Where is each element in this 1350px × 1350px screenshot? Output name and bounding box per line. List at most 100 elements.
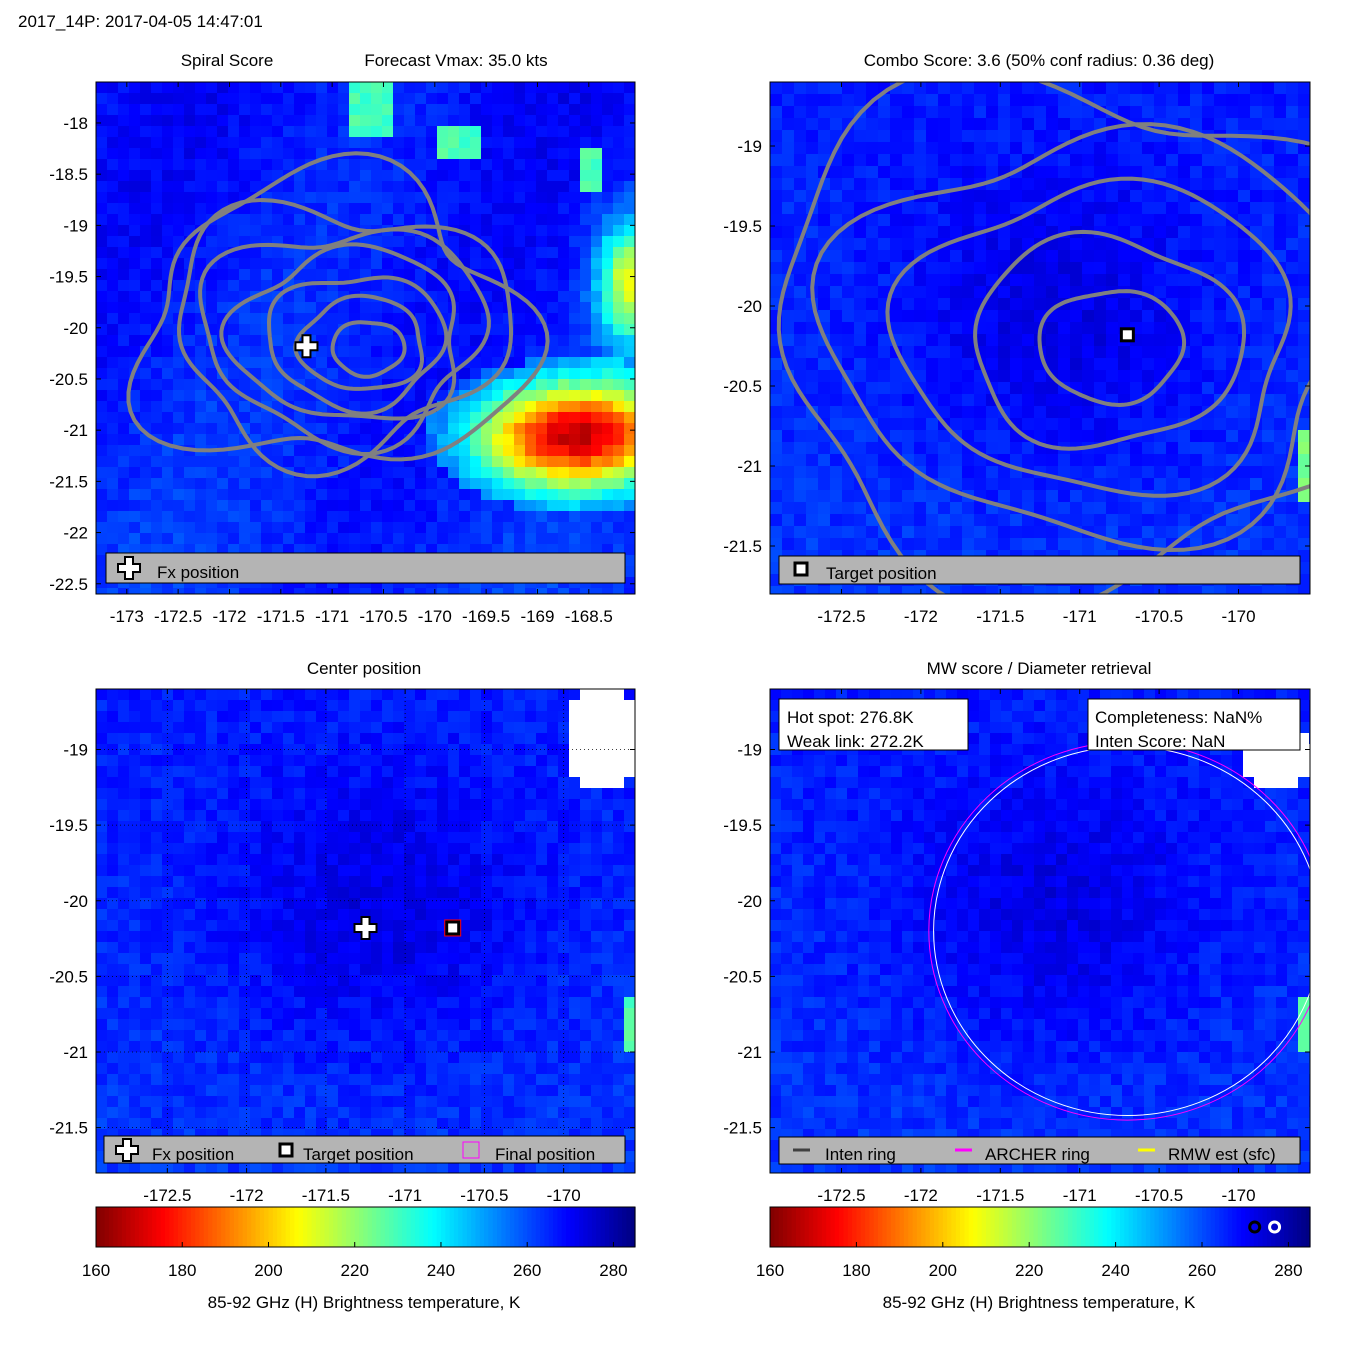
- heatmap-cell: [162, 357, 174, 369]
- heatmap-cell: [129, 478, 141, 490]
- heatmap-cell: [1142, 106, 1155, 119]
- heatmap-cell: [1082, 238, 1095, 251]
- heatmap-cell: [382, 148, 394, 160]
- heatmap-cell: [1274, 370, 1287, 383]
- heatmap-cell: [250, 104, 262, 116]
- spiral-yticks: -18-18.5-19-19.5-20-20.5-21-21.5-22-22.5: [49, 114, 635, 594]
- heatmap-cell: [492, 137, 504, 149]
- heatmap-cell: [624, 104, 635, 116]
- heatmap-cell: [950, 142, 963, 155]
- heatmap-cell: [525, 445, 537, 457]
- heatmap-cell: [591, 203, 603, 215]
- heatmap-cell: [1178, 454, 1191, 467]
- heatmap-cell: [382, 313, 394, 325]
- heatmap-cell: [536, 799, 548, 811]
- heatmap-cell: [1094, 82, 1107, 95]
- heatmap-cell: [1262, 322, 1275, 335]
- heatmap-cell: [866, 178, 879, 191]
- heatmap-cell: [184, 489, 196, 501]
- heatmap-cell: [938, 406, 951, 419]
- heatmap-cell: [338, 192, 350, 204]
- heatmap-cell: [426, 214, 438, 226]
- heatmap-cell: [591, 170, 603, 182]
- heatmap-cell: [327, 159, 339, 171]
- heatmap-cell: [1106, 310, 1119, 323]
- heatmap-cell: [294, 225, 306, 237]
- heatmap-cell: [1178, 178, 1191, 191]
- heatmap-cell: [184, 203, 196, 215]
- heatmap-cell: [558, 368, 570, 380]
- heatmap-cell: [1202, 418, 1215, 431]
- heatmap-cell: [602, 689, 614, 701]
- heatmap-cell: [349, 192, 361, 204]
- heatmap-cell: [602, 423, 614, 435]
- heatmap-cell: [1034, 118, 1047, 131]
- heatmap-cell: [1274, 358, 1287, 371]
- heatmap-cell: [459, 247, 471, 259]
- heatmap-cell: [525, 247, 537, 259]
- heatmap-cell: [962, 430, 975, 443]
- heatmap-cell: [107, 700, 119, 712]
- heatmap-cell: [162, 379, 174, 391]
- heatmap-cell: [1286, 478, 1299, 491]
- heatmap-cell: [536, 522, 548, 534]
- heatmap-cell: [492, 115, 504, 127]
- heatmap-cell: [547, 544, 559, 556]
- heatmap-cell: [261, 390, 273, 402]
- heatmap-cell: [854, 418, 867, 431]
- heatmap-cell: [305, 379, 317, 391]
- heatmap-cell: [151, 423, 163, 435]
- heatmap-cell: [140, 390, 152, 402]
- heatmap-cell: [316, 280, 328, 292]
- heatmap-cell: [426, 733, 438, 745]
- heatmap-cell: [602, 467, 614, 479]
- heatmap-cell: [514, 236, 526, 248]
- heatmap-cell: [1166, 286, 1179, 299]
- heatmap-cell: [591, 799, 603, 811]
- heatmap-cell: [998, 142, 1011, 155]
- heatmap-cell: [250, 799, 262, 811]
- heatmap-cell: [1298, 250, 1310, 263]
- heatmap-cell: [360, 104, 372, 116]
- heatmap-cell: [382, 588, 394, 594]
- y-tick-label: -19.5: [49, 268, 88, 287]
- heatmap-cell: [1298, 154, 1310, 167]
- heatmap-cell: [96, 522, 108, 534]
- heatmap-cell: [239, 799, 251, 811]
- heatmap-cell: [360, 810, 372, 822]
- heatmap-cell: [184, 478, 196, 490]
- heatmap-cell: [140, 159, 152, 171]
- spiral-legend-label-fx: Fx position: [157, 563, 239, 582]
- heatmap-cell: [624, 346, 635, 358]
- heatmap-cell: [1022, 82, 1035, 95]
- heatmap-cell: [591, 733, 603, 745]
- heatmap-cell: [195, 148, 207, 160]
- heatmap-cell: [415, 733, 427, 745]
- heatmap-cell: [602, 810, 614, 822]
- heatmap-cell: [914, 478, 927, 491]
- heatmap-cell: [272, 225, 284, 237]
- y-tick-label: -18.5: [49, 165, 88, 184]
- heatmap-cell: [1106, 130, 1119, 143]
- heatmap-cell: [305, 766, 317, 778]
- heatmap-cell: [481, 478, 493, 490]
- heatmap-cell: [250, 744, 262, 756]
- heatmap-cell: [239, 733, 251, 745]
- heatmap-cell: [569, 777, 581, 789]
- heatmap-cell: [938, 142, 951, 155]
- heatmap-cell: [514, 711, 526, 723]
- heatmap-cell: [492, 700, 504, 712]
- heatmap-cell: [525, 733, 537, 745]
- heatmap-cell: [1010, 178, 1023, 191]
- heatmap-cell: [492, 126, 504, 138]
- heatmap-cell: [305, 104, 317, 116]
- heatmap-cell: [1070, 334, 1083, 347]
- heatmap-cell: [1094, 466, 1107, 479]
- heatmap-cell: [261, 522, 273, 534]
- heatmap-cell: [492, 93, 504, 105]
- heatmap-cell: [140, 467, 152, 479]
- heatmap-cell: [624, 324, 635, 336]
- heatmap-cell: [580, 346, 592, 358]
- heatmap-cell: [1178, 250, 1191, 263]
- heatmap-cell: [151, 788, 163, 800]
